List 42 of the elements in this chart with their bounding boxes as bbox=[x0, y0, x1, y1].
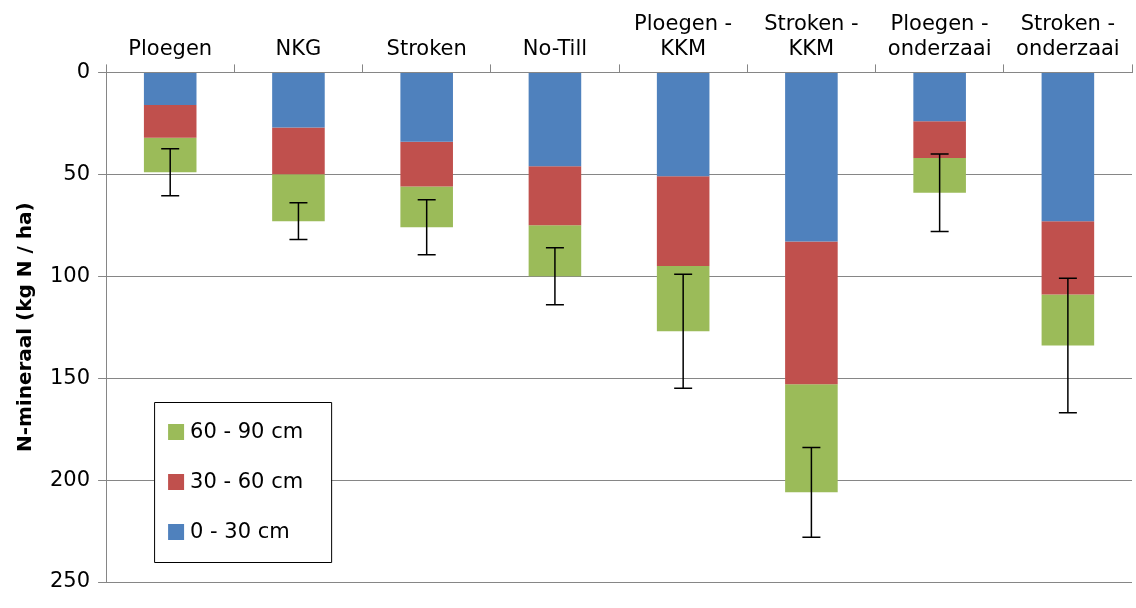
bar bbox=[272, 127, 325, 175]
bar bbox=[528, 166, 582, 226]
bar bbox=[913, 72, 966, 122]
y-tick-label: 250 bbox=[49, 568, 91, 593]
bar bbox=[272, 72, 325, 128]
x-tick-label: Stroken bbox=[386, 36, 467, 61]
y-tick-label: 150 bbox=[49, 364, 91, 389]
bar bbox=[143, 72, 197, 106]
legend-label: 60 - 90 cm bbox=[190, 419, 304, 444]
bar bbox=[785, 384, 838, 493]
bar bbox=[272, 174, 325, 222]
x-tick-label: NKG bbox=[275, 36, 322, 61]
bar bbox=[143, 137, 197, 173]
bar bbox=[913, 121, 966, 159]
x-tick-label: Ploegen bbox=[128, 36, 213, 61]
bar bbox=[1041, 221, 1095, 295]
bar bbox=[656, 176, 710, 267]
bar bbox=[400, 141, 453, 187]
bar bbox=[785, 72, 838, 242]
x-tick-label: Stroken - onderzaai bbox=[1016, 11, 1120, 61]
legend-label: 0 - 30 cm bbox=[190, 519, 290, 544]
bar bbox=[1041, 72, 1095, 222]
y-tick-label: 100 bbox=[49, 262, 91, 287]
bar bbox=[785, 241, 838, 385]
bar bbox=[656, 72, 710, 177]
legend-label: 30 - 60 cm bbox=[190, 469, 304, 494]
bar bbox=[1041, 294, 1095, 346]
x-tick-label: Stroken - KKM bbox=[764, 11, 859, 61]
y-tick-label: 0 bbox=[76, 58, 91, 83]
bar bbox=[143, 105, 197, 138]
x-tick-label: Ploegen - onderzaai bbox=[887, 11, 992, 61]
bar bbox=[400, 186, 453, 228]
y-tick-label: 200 bbox=[49, 466, 91, 491]
x-tick-label: Ploegen - KKM bbox=[634, 11, 733, 61]
bar bbox=[913, 158, 966, 193]
bar bbox=[400, 72, 453, 142]
y-tick-label: 50 bbox=[63, 160, 91, 185]
bar bbox=[528, 225, 582, 277]
x-tick-label: No-Till bbox=[522, 36, 588, 61]
y-axis-title: N-mineraal (kg N / ha) bbox=[12, 202, 37, 453]
bar bbox=[656, 266, 710, 332]
bar bbox=[528, 72, 582, 167]
